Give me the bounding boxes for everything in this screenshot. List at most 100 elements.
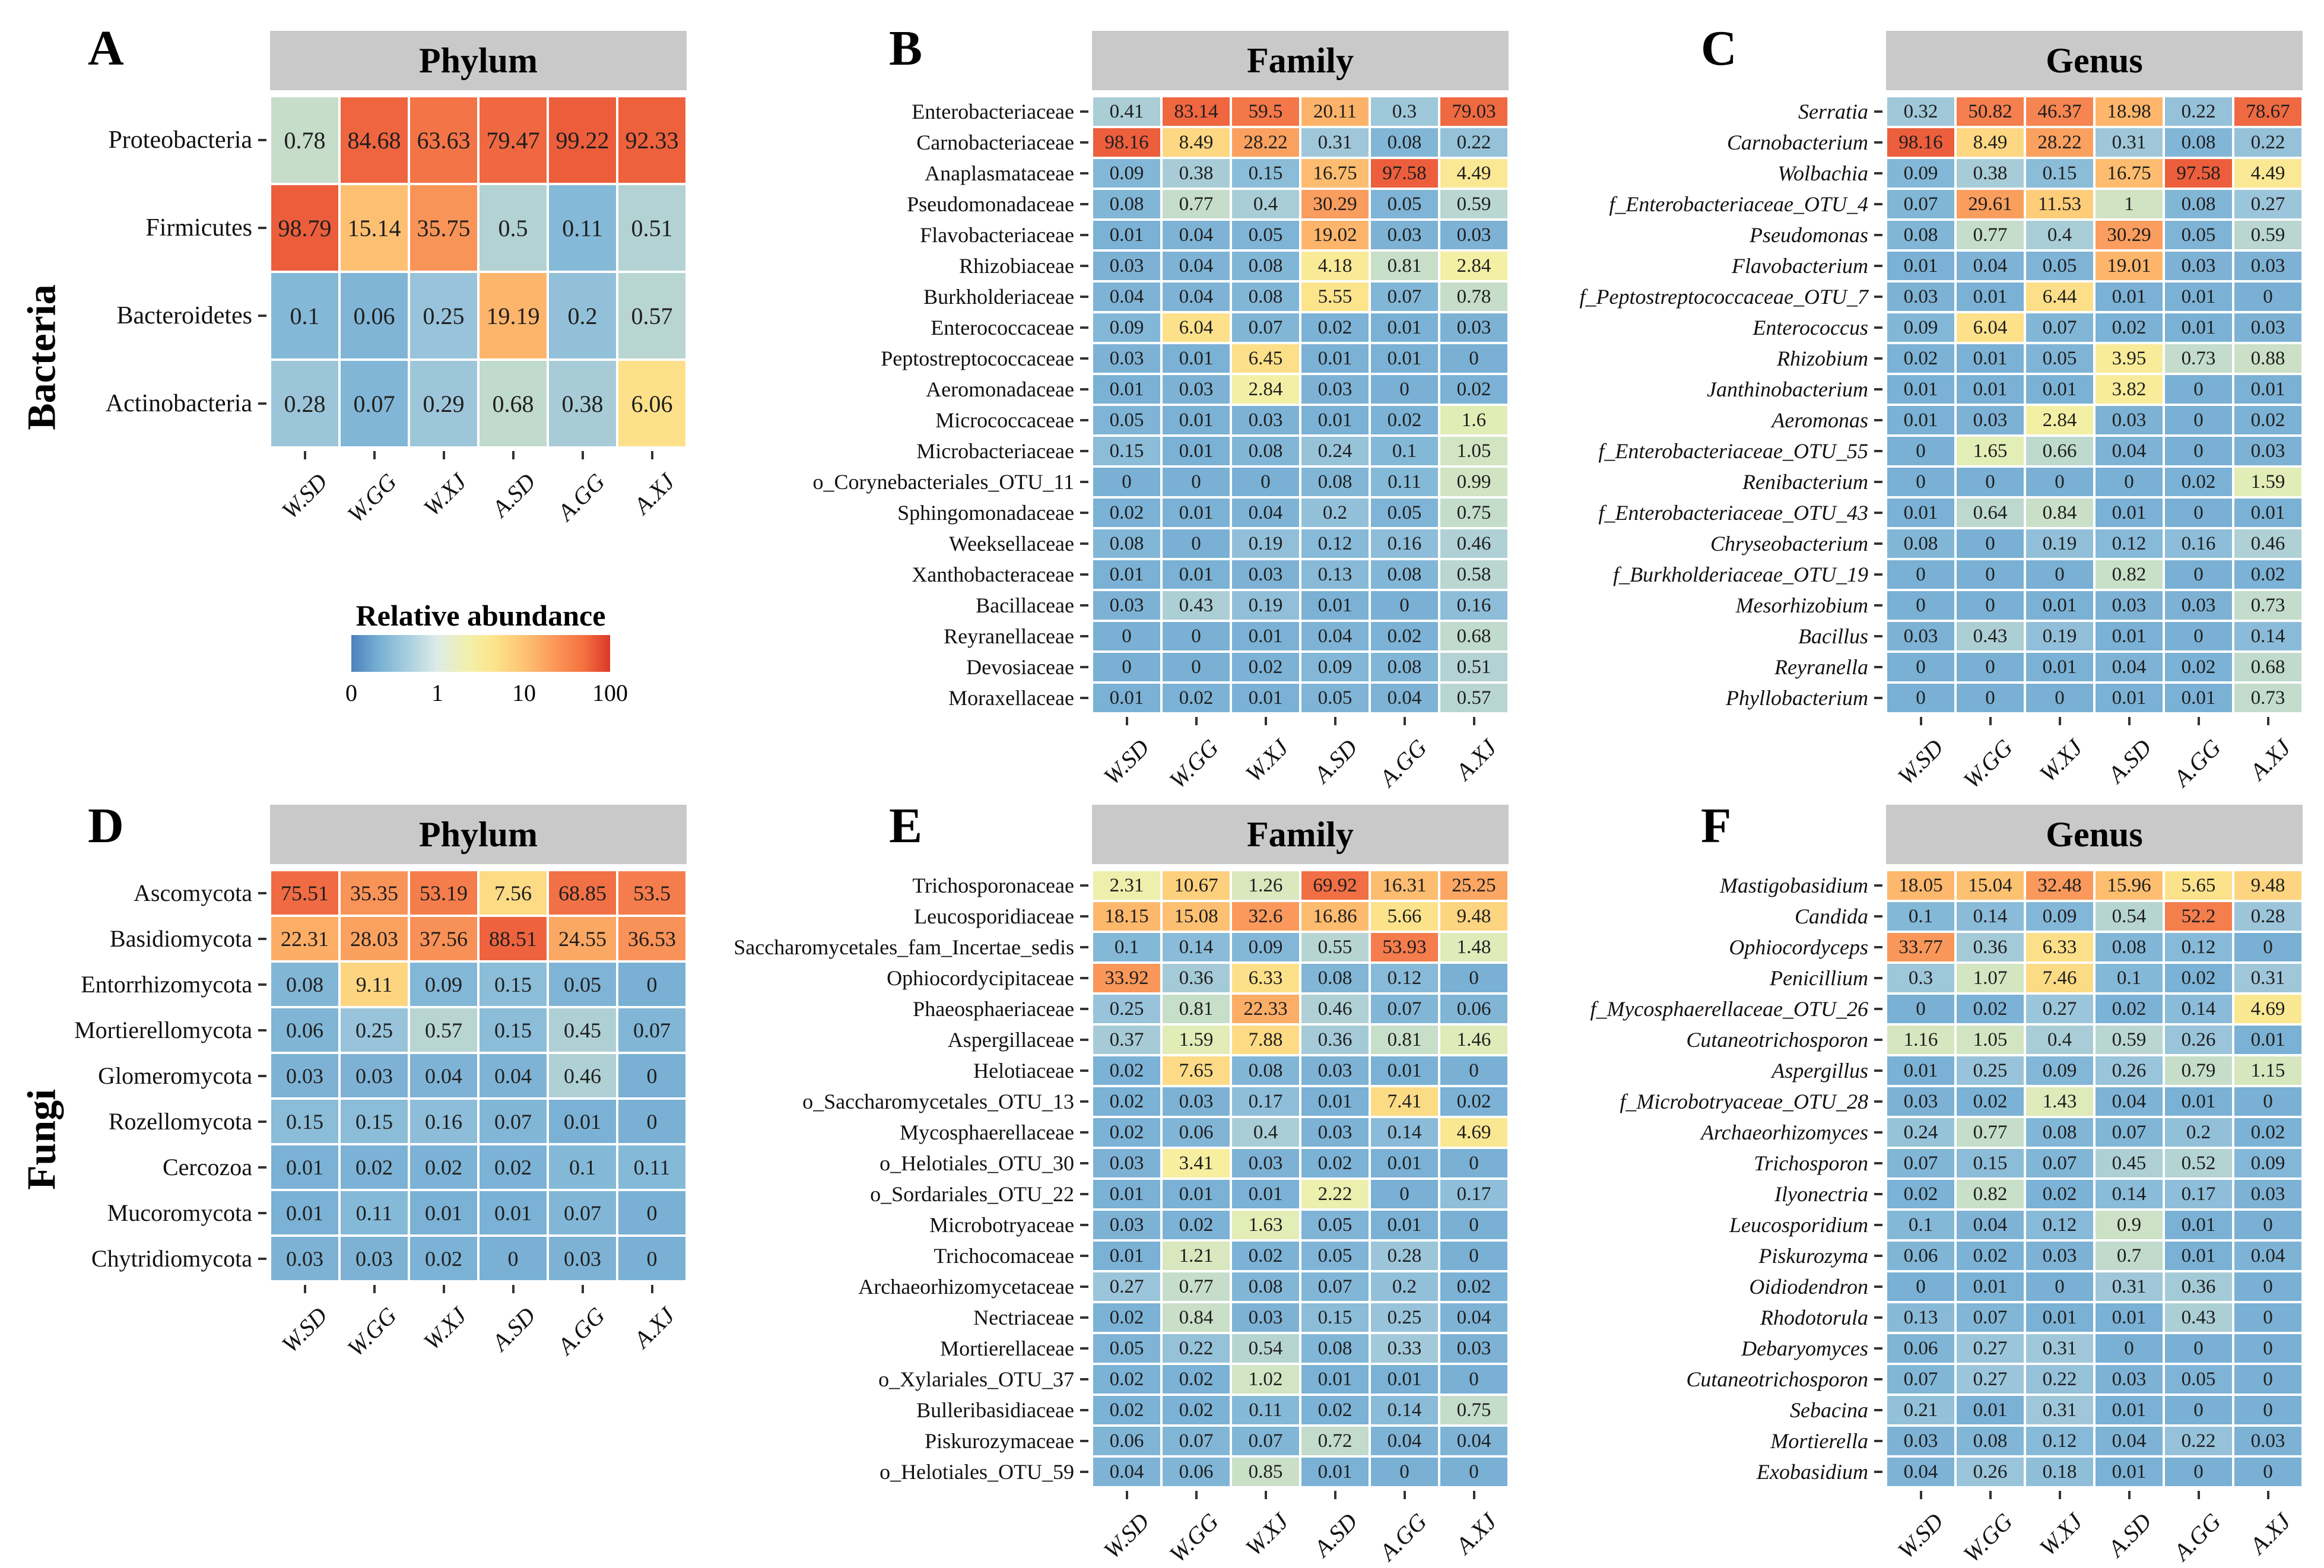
heatmap-cell: 0.15 [1092, 436, 1161, 466]
row-label: Pseudomonas [1750, 223, 1868, 247]
heatmap-cell: 53.5 [617, 870, 687, 916]
heatmap-cell: 0.03 [2025, 1240, 2094, 1271]
heatmap-cell: 0.07 [1370, 994, 1439, 1024]
heatmap-cell: 0.79 [2164, 1055, 2233, 1086]
row-label: Micrococcaceae [935, 408, 1074, 432]
heatmap-cell: 0 [617, 1099, 687, 1144]
y-axis-tick [1874, 1193, 1882, 1195]
heatmap-cell: 0.16 [409, 1099, 478, 1144]
heatmap-cell: 0.46 [548, 1053, 617, 1099]
heatmap-cell: 0.38 [1161, 158, 1231, 189]
heatmap-cell: 0.25 [409, 272, 478, 360]
heatmap-cell: 0.14 [1161, 932, 1231, 963]
heatmap-cell: 0.01 [409, 1190, 478, 1236]
heatmap-cell: 0.07 [1370, 281, 1439, 312]
heatmap-cell: 0.07 [2025, 312, 2094, 343]
heatmap-cell: 0.02 [478, 1144, 548, 1190]
heatmap-cell: 0.01 [2164, 312, 2233, 343]
row-label: o_Corynebacteriales_OTU_11 [812, 470, 1074, 494]
heatmap-cell: 0 [478, 1236, 548, 1281]
y-axis-tick [1080, 1193, 1088, 1195]
heatmap-cell: 0.01 [1886, 250, 1955, 281]
x-axis-label-text: A.GG [1374, 734, 1433, 792]
heatmap-cell: 0.85 [1231, 1456, 1300, 1487]
heatmap-cell: 0.81 [1370, 250, 1439, 281]
heatmap-cell: 0.01 [1886, 405, 1955, 436]
heatmap-cell: 0.01 [1370, 1210, 1439, 1240]
heatmap-cell: 0 [1439, 1148, 1509, 1179]
heatmap-cell: 0.03 [1886, 1426, 1955, 1456]
heatmap-cell: 0.02 [2164, 963, 2233, 994]
heatmap-cell: 0.22 [2164, 1426, 2233, 1456]
heatmap-cell: 0.84 [2025, 497, 2094, 528]
heatmap-cell: 0.38 [1955, 158, 2025, 189]
heatmap-cell: 0.03 [2233, 1179, 2303, 1210]
heatmap-cell: 0.82 [2094, 559, 2164, 590]
heatmap-cell: 0.01 [2025, 374, 2094, 405]
heatmap-cell: 0.01 [1886, 1055, 1955, 1086]
row-label: o_Sordariales_OTU_22 [870, 1182, 1074, 1206]
y-axis-tick [258, 402, 266, 405]
heatmap-cell: 3.41 [1161, 1148, 1231, 1179]
heatmap-cell: 0.59 [2094, 1024, 2164, 1055]
heatmap-cell: 16.75 [2094, 158, 2164, 189]
heatmap-cell: 0.03 [270, 1053, 339, 1099]
row-label: Sphingomonadaceae [897, 501, 1074, 525]
heatmap-cell: 0.05 [1370, 189, 1439, 220]
heatmap-cell: 0.22 [1161, 1333, 1231, 1364]
heatmap-cell: 0.04 [1370, 1426, 1439, 1456]
heatmap-cell: 1.07 [1955, 963, 2025, 994]
heatmap-cell: 1.05 [1439, 436, 1509, 466]
heatmap-cell: 0 [1439, 343, 1509, 374]
row-label: f_Microbotryaceae_OTU_28 [1620, 1090, 1868, 1113]
row-label: Saccharomycetales_fam_Incertae_sedis [734, 935, 1074, 959]
heatmap-cell: 0.01 [1092, 559, 1161, 590]
x-axis-tick [2266, 1491, 2269, 1499]
x-axis-label-text: W.GG [1958, 734, 2018, 794]
heatmap-cell: 5.55 [1300, 281, 1370, 312]
heatmap-cell: 0.02 [1955, 1240, 2025, 1271]
heatmap-cell: 2.84 [2025, 405, 2094, 436]
heatmap-cell: 0.22 [2233, 127, 2303, 158]
row-label: Bacillaceae [976, 593, 1074, 617]
row-label: Rhizobium [1776, 347, 1868, 370]
heatmap-cell: 0 [2233, 1395, 2303, 1426]
heatmap-cell: 19.02 [1300, 220, 1370, 250]
y-axis-tick [1874, 1440, 1882, 1442]
heatmap-cell: 0.02 [409, 1144, 478, 1190]
heatmap-cell: 0.12 [2025, 1210, 2094, 1240]
heatmap-cell: 0.81 [1370, 1024, 1439, 1055]
row-label: Proteobacteria [108, 126, 252, 154]
heatmap-cell: 20.11 [1300, 96, 1370, 127]
heatmap-cell: 2.31 [1092, 870, 1161, 901]
x-axis-tick [2197, 1491, 2200, 1499]
x-axis-label-text: A.GG [1374, 1507, 1433, 1566]
heatmap-cell: 0.05 [2164, 1364, 2233, 1395]
heatmap-cell: 97.58 [2164, 158, 2233, 189]
heatmap-cell: 0 [1886, 994, 1955, 1024]
heatmap-cell: 0.02 [2094, 994, 2164, 1024]
row-label: f_Mycosphaerellaceae_OTU_26 [1590, 997, 1868, 1021]
heatmap-cell: 0.03 [1231, 1148, 1300, 1179]
heatmap-cell: 6.04 [1161, 312, 1231, 343]
x-axis-tick [581, 1285, 584, 1293]
row-label: Leucosporidium [1729, 1213, 1868, 1237]
panel-header-phylum: Phylum [270, 805, 687, 864]
panel-letter-a: A [88, 21, 124, 76]
heatmap-cell: 0.01 [2094, 1456, 2164, 1487]
heatmap-cell: 0.59 [1439, 189, 1509, 220]
row-label: Nectriaceae [973, 1306, 1074, 1329]
heatmap-cell: 0 [2164, 1333, 2233, 1364]
x-axis-label-text: A.XJ [2244, 1507, 2296, 1559]
heatmap-cell: 0 [1886, 652, 1955, 683]
heatmap-cell: 0 [617, 1236, 687, 1281]
heatmap-cell: 0.19 [2025, 528, 2094, 559]
heatmap-cell: 0.11 [339, 1190, 409, 1236]
heatmap-cell: 2.84 [1439, 250, 1509, 281]
heatmap-cell: 0.15 [1300, 1302, 1370, 1333]
x-axis-tick [1264, 1491, 1267, 1499]
heatmap-cell: 0.15 [1955, 1148, 2025, 1179]
heatmap-cell: 0.01 [2025, 590, 2094, 621]
heatmap-cell: 53.19 [409, 870, 478, 916]
y-axis-tick [258, 891, 266, 894]
